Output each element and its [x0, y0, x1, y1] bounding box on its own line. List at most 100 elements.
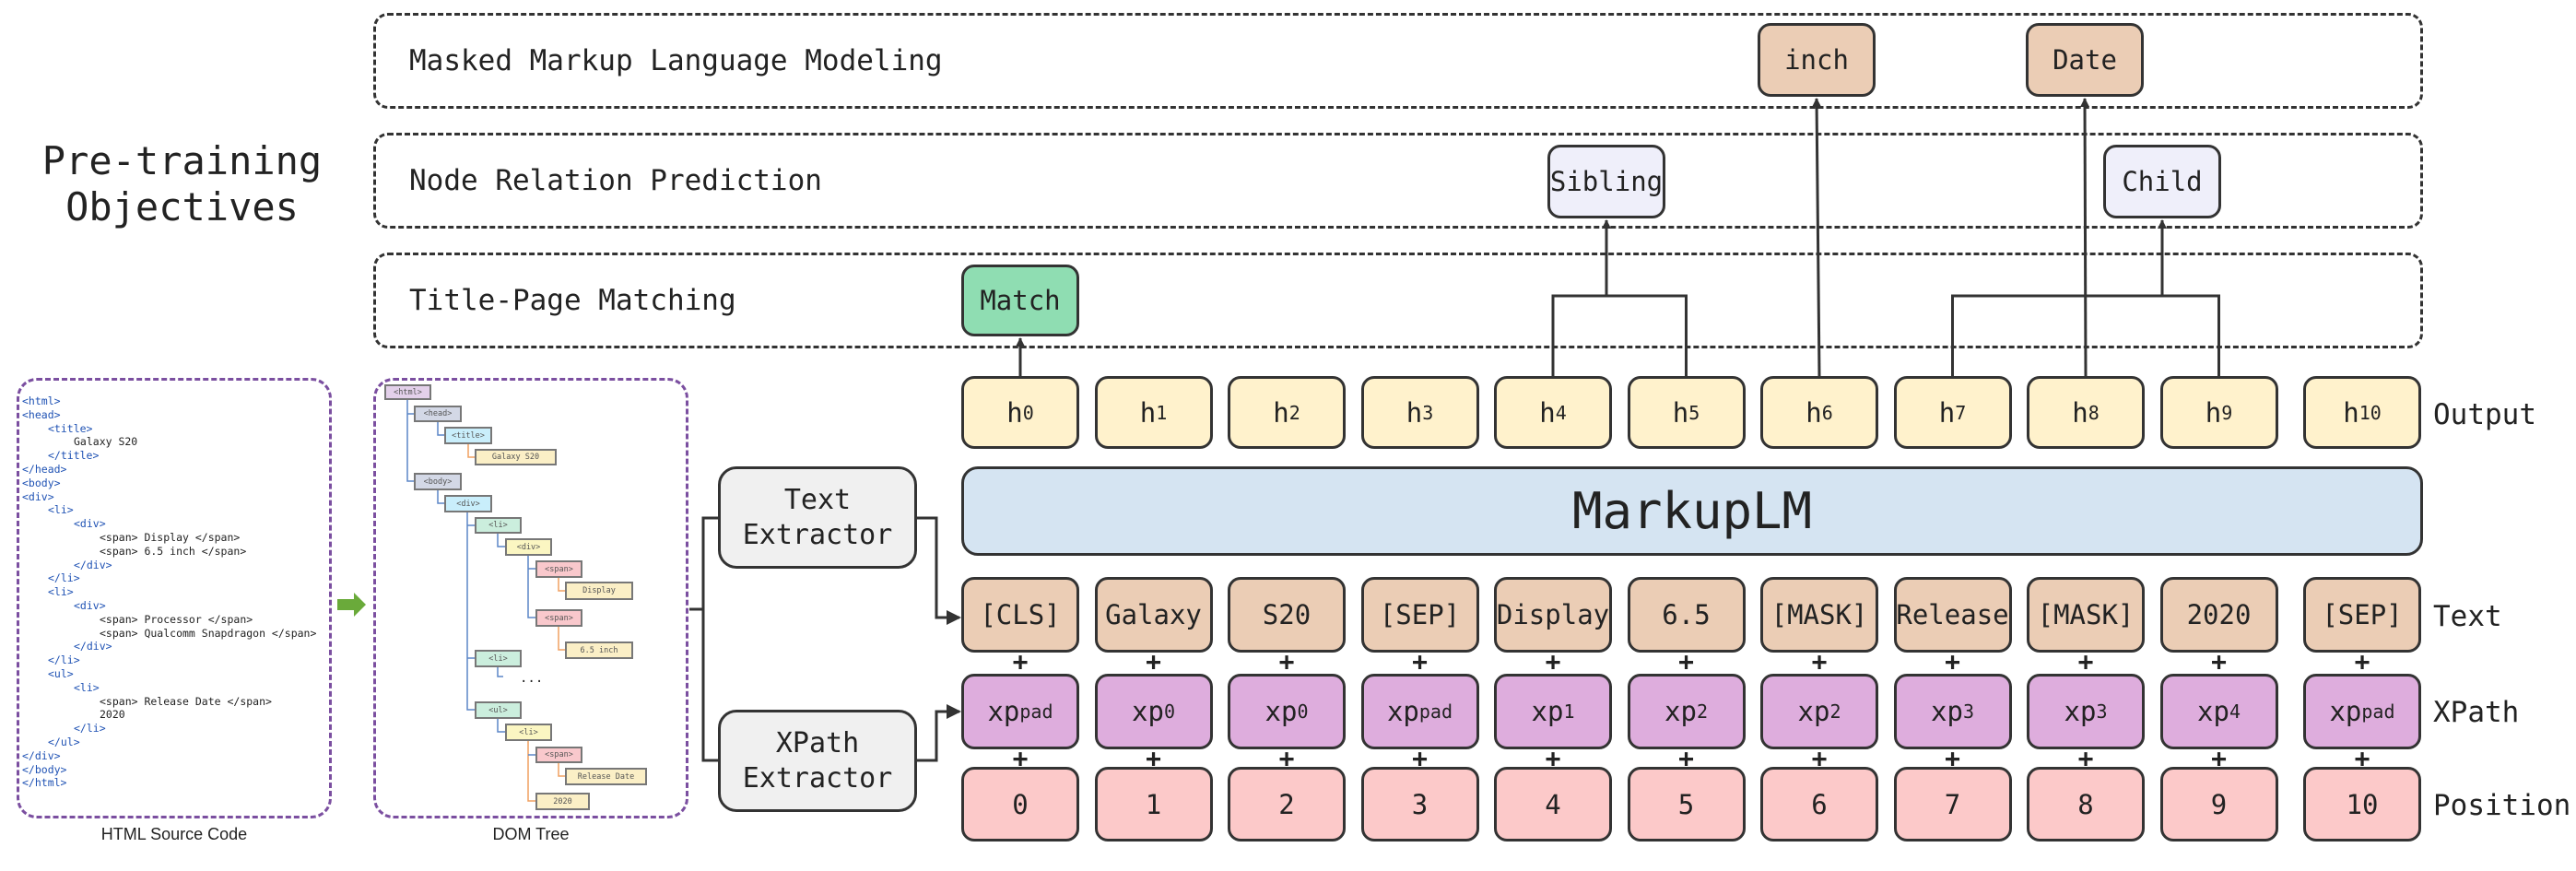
position-token: 3 [1360, 767, 1479, 842]
title-line: Objectives [65, 184, 299, 230]
code-line: <span> 6.5 inch </span> [100, 544, 247, 558]
objective-label: Node Relation Prediction [409, 164, 822, 197]
dom-node: Galaxy S20 [475, 449, 557, 465]
code-line: </li> [48, 653, 80, 667]
token-subscript: 3 [2096, 700, 2108, 723]
text-token: 2020 [2159, 577, 2278, 653]
text-token: [MASK] [1760, 577, 1878, 653]
token-base: xp [1797, 696, 1830, 727]
xpath-token: xp 3 [2027, 674, 2145, 749]
code-line: Galaxy S20 [74, 435, 138, 449]
token-subscript: 0 [1163, 700, 1175, 723]
text-token: [CLS] [961, 577, 1079, 653]
plus-sign: + [1278, 646, 1295, 677]
plus-sign: + [1945, 743, 1960, 773]
row-label-xpath: XPath [2433, 696, 2520, 729]
token-subscript: 2 [1829, 700, 1841, 723]
code-line: </ul> [48, 735, 80, 748]
token-subscript: 5 [1688, 401, 1700, 424]
plus-sign: + [1146, 646, 1161, 677]
token-base: xp [1386, 696, 1419, 727]
token-base: h [1539, 396, 1556, 429]
code-line: <span> Release Date </span> [100, 694, 272, 708]
token-subscript: pad [2361, 700, 2395, 723]
connector [701, 516, 718, 762]
code-line: <head> [22, 407, 61, 421]
child-prediction: Child [2103, 145, 2221, 218]
token-base: h [1806, 396, 1822, 429]
token-subscript: 6 [1821, 401, 1833, 424]
connector [1551, 294, 1688, 376]
dom-edge [467, 444, 475, 458]
dom-node: <li> [505, 724, 552, 741]
position-token: 0 [961, 767, 1079, 842]
token-base: h [1406, 396, 1423, 429]
masked-token-prediction: inch [1758, 23, 1876, 97]
xpath-token: xp pad [961, 674, 1079, 749]
dom-edge [527, 741, 535, 802]
dom-edge [497, 667, 503, 677]
sibling-prediction: Sibling [1547, 145, 1665, 218]
dom-node: <li> [475, 517, 522, 534]
text-token: S20 [1228, 577, 1346, 653]
xpath-token: xp 3 [1893, 674, 2012, 749]
dom-node: <span> [535, 560, 582, 578]
title-line: Pre-training [41, 138, 323, 183]
token-base: xp [1264, 696, 1298, 727]
connector [2080, 98, 2090, 377]
text-token: Display [1494, 577, 1612, 653]
token-base: h [2205, 396, 2222, 429]
dom-node: <html> [384, 384, 431, 400]
text-token: [SEP] [1360, 577, 1479, 653]
position-token: 1 [1094, 767, 1213, 842]
code-line: <div> [74, 517, 106, 531]
dom-node: <span> [535, 609, 582, 627]
text-extractor: Text Extractor [718, 466, 917, 569]
connector [1812, 98, 1822, 377]
dom-edge [406, 400, 414, 482]
xpath-token: xp 1 [1494, 674, 1612, 749]
plus-sign: + [2354, 646, 2370, 677]
code-line: </html> [22, 776, 67, 790]
html-source-caption: HTML Source Code [100, 825, 248, 843]
plus-sign: + [2077, 646, 2094, 677]
token-base: xp [2064, 696, 2097, 727]
dom-node: <head> [414, 406, 462, 422]
code-line: <ul> [48, 666, 74, 680]
plus-sign: + [1012, 646, 1029, 677]
token-base: xp [1664, 696, 1697, 727]
token-base: xp [1931, 696, 1963, 727]
dom-node: 2020 [535, 793, 590, 810]
pretraining-objectives-title: Pre-training Objectives [18, 138, 346, 230]
token-base: h [1006, 396, 1023, 429]
code-line: </body> [22, 762, 67, 776]
code-line: <span> Qualcomm Snapdragon </span> [100, 626, 317, 640]
plus-sign: + [1146, 743, 1161, 773]
token-subscript: 4 [2229, 700, 2241, 723]
code-line: <li> [48, 585, 74, 599]
plus-sign: + [2211, 646, 2227, 677]
plus-sign: + [2077, 743, 2094, 773]
token-subscript: 3 [1962, 700, 1974, 723]
xpath-token: xp 4 [2159, 674, 2278, 749]
dom-edge [466, 512, 475, 711]
text-token: Galaxy [1094, 577, 1213, 653]
token-base: h [1938, 396, 1956, 429]
plus-sign: + [2211, 743, 2227, 773]
token-subscript: 1 [1156, 401, 1168, 424]
dom-edge [437, 422, 444, 436]
xpath-token: xp pad [1360, 674, 1479, 749]
connector [917, 704, 961, 762]
dom-node: <title> [444, 427, 492, 444]
token-base: h [1139, 396, 1157, 429]
dom-tree-panel [373, 378, 688, 818]
masked-token-prediction: Date [2026, 23, 2144, 97]
code-line: </li> [48, 571, 80, 585]
plus-sign: + [1412, 646, 1428, 677]
